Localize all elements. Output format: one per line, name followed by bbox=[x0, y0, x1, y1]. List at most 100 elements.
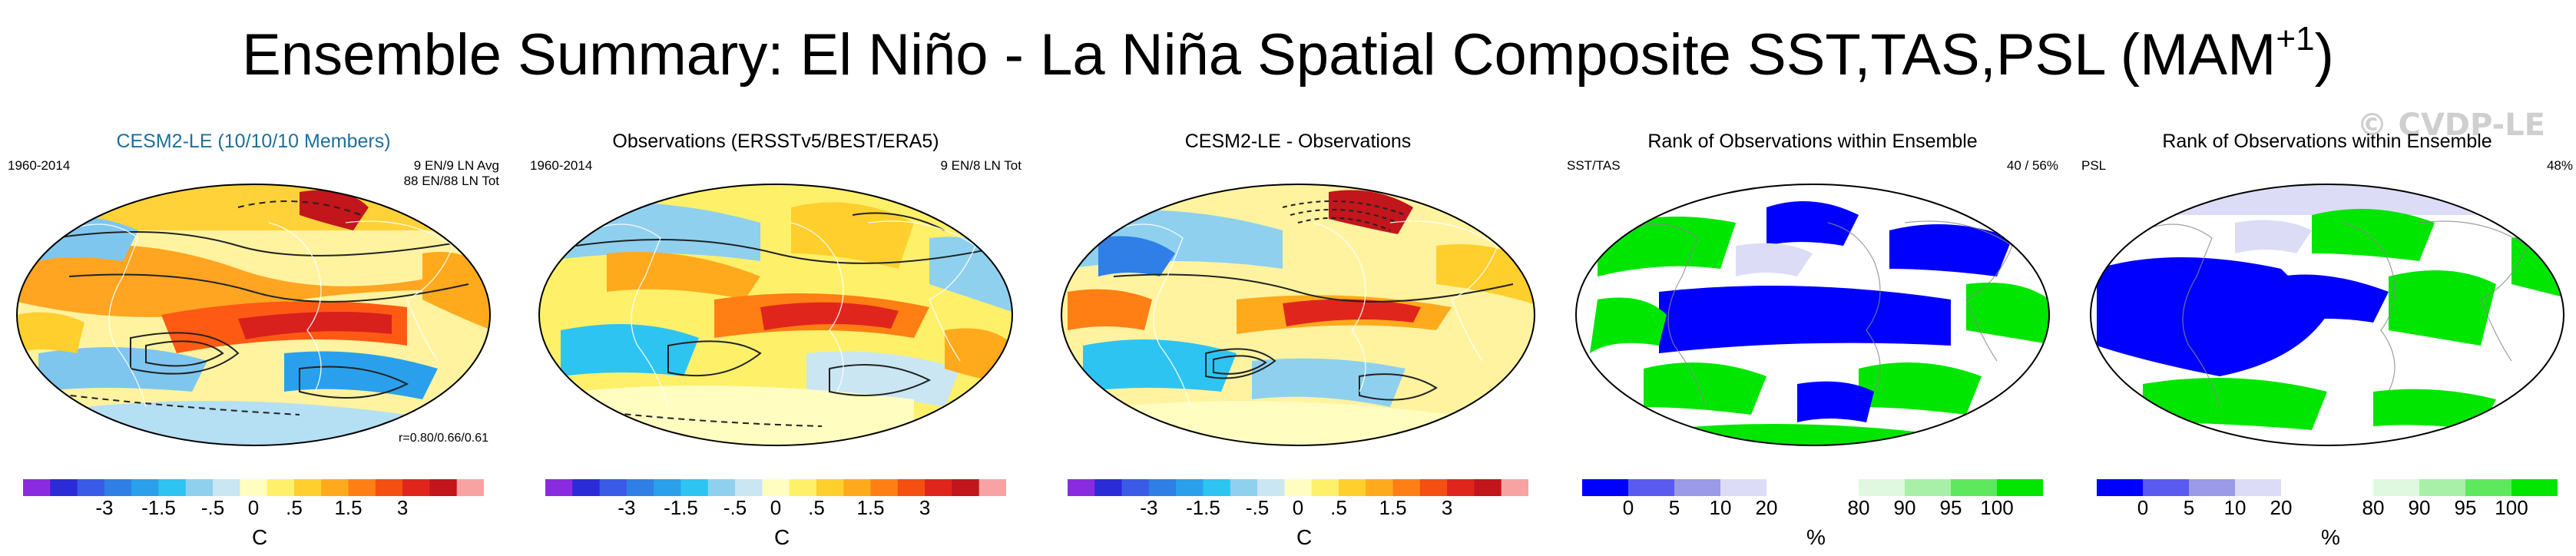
panel-cesm2-le: CESM2-LE (10/10/10 Members) 1960-2014 9 … bbox=[8, 131, 499, 549]
colorbar-swatch bbox=[978, 479, 1006, 496]
title-superscript: +1 bbox=[2276, 19, 2315, 58]
colorbar-swatches bbox=[1068, 479, 1528, 496]
member-info: 9 EN/9 LN Avg 88 EN/88 LN Tot bbox=[404, 158, 499, 189]
colorbar-swatch bbox=[952, 479, 980, 496]
member-tot: 88 EN/88 LN Tot bbox=[403, 174, 499, 188]
colorbar-labels: 0 5 10 20 80 90 95 100 bbox=[1582, 496, 2043, 522]
colorbar-tick-label: -3 bbox=[1140, 496, 1158, 519]
colorbar-tick-label: .5 bbox=[286, 496, 303, 519]
colorbar-unit: C bbox=[774, 525, 790, 549]
colorbar-swatch bbox=[1284, 479, 1313, 496]
colorbar-swatch bbox=[456, 479, 484, 496]
colorbar-swatch bbox=[545, 479, 573, 496]
colorbar-swatch bbox=[843, 479, 872, 496]
colorbar-swatches bbox=[23, 479, 484, 496]
panel-difference: CESM2-LE - Observations bbox=[1052, 131, 1544, 549]
colorbar-swatches bbox=[1582, 479, 2043, 496]
colorbar-swatch bbox=[1366, 479, 1394, 496]
colorbar-tick-label: -1.5 bbox=[141, 496, 176, 519]
colorbar-swatch bbox=[1674, 479, 1721, 496]
colorbar-labels: -3 -1.5 -.5 0 .5 1.5 3 bbox=[1068, 496, 1528, 522]
colorbar-tick-label: 0 bbox=[770, 496, 782, 519]
panel-observations: Observations (ERSSTv5/BEST/ERA5) 1960-20… bbox=[530, 131, 1021, 549]
colorbar-swatch bbox=[654, 479, 681, 496]
colorbar-swatch bbox=[158, 479, 187, 496]
figure-title: Ensemble Summary: El Niño - La Niña Spat… bbox=[0, 19, 2576, 88]
colorbar-swatch bbox=[293, 479, 322, 496]
colorbar-swatch bbox=[762, 479, 790, 496]
colorbar-tick-label: 5 bbox=[1668, 496, 1680, 519]
colorbar-swatch bbox=[925, 479, 952, 496]
colorbar-tick-label: 10 bbox=[2223, 496, 2247, 519]
colorbar-tick-label: 1.5 bbox=[856, 496, 885, 519]
colorbar-swatch bbox=[402, 479, 430, 496]
rank-map bbox=[2090, 184, 2564, 446]
colorbar-swatches bbox=[2097, 479, 2558, 496]
colorbar-tick-label: -.5 bbox=[1245, 496, 1270, 519]
colorbar-labels: 0 5 10 20 80 90 95 100 bbox=[2097, 496, 2558, 522]
colorbar-tick-label: 80 bbox=[1847, 496, 1870, 519]
colorbar-swatch bbox=[816, 479, 844, 496]
colorbar-swatch bbox=[240, 479, 268, 496]
colorbar-swatch bbox=[870, 479, 899, 496]
colorbar-tick-label: 20 bbox=[2270, 496, 2293, 519]
panel-title: Observations (ERSSTv5/BEST/ERA5) bbox=[612, 131, 939, 152]
colorbar-swatch bbox=[23, 479, 51, 496]
colorbar-swatch bbox=[375, 479, 403, 496]
colorbar-swatch bbox=[1447, 479, 1475, 496]
colorbar-swatch bbox=[1230, 479, 1258, 496]
colorbar-swatch bbox=[104, 479, 132, 496]
colorbar-unit: % bbox=[2321, 525, 2340, 549]
colorbar-swatch bbox=[1176, 479, 1204, 496]
rank-percent-value: 40 / 56% bbox=[2006, 158, 2058, 173]
period-label: 1960-2014 bbox=[8, 158, 71, 173]
colorbar-swatch bbox=[1419, 479, 1448, 496]
colorbar-swatch bbox=[2373, 479, 2420, 496]
member-avg: 9 EN/9 LN Avg bbox=[413, 158, 499, 173]
panel-rank-psl: Rank of Observations within Ensemble PSL… bbox=[2081, 131, 2573, 549]
colorbar-tick-label: -3 bbox=[618, 496, 636, 519]
correlation-label: r=0.80/0.66/0.61 bbox=[399, 432, 488, 445]
colorbar-swatch bbox=[1257, 479, 1285, 496]
colorbar-tick-label: 0 bbox=[2137, 496, 2149, 519]
variable-label: PSL bbox=[2081, 158, 2107, 173]
colorbar-unit: C bbox=[252, 525, 268, 549]
colorbar bbox=[2097, 479, 2558, 496]
colorbar-tick-label: 3 bbox=[919, 496, 931, 519]
colorbar bbox=[1068, 479, 1528, 496]
colorbar-swatch bbox=[2143, 479, 2190, 496]
colorbar-swatch bbox=[1766, 479, 1813, 496]
colorbar-swatch bbox=[185, 479, 214, 496]
panel-title: Rank of Observations within Ensemble bbox=[2162, 131, 2492, 152]
title-text: Ensemble Summary: El Niño - La Niña Spat… bbox=[242, 22, 2276, 88]
colorbar-swatch bbox=[1720, 479, 1767, 496]
colorbar-swatch bbox=[1068, 479, 1095, 496]
colorbar-swatch bbox=[2511, 479, 2558, 496]
colorbar-swatch bbox=[735, 479, 763, 496]
colorbar-swatch bbox=[1813, 479, 1859, 496]
panel-title: CESM2-LE (10/10/10 Members) bbox=[116, 131, 391, 152]
rank-map bbox=[1575, 184, 2050, 446]
colorbar-tick-label: 3 bbox=[396, 496, 409, 519]
member-tot: 9 EN/8 LN Tot bbox=[940, 158, 1021, 173]
colorbar-tick-label: 100 bbox=[2495, 496, 2528, 519]
colorbar-swatch bbox=[348, 479, 376, 496]
colorbar-tick-label: 80 bbox=[2362, 496, 2385, 519]
colorbar-tick-label: -1.5 bbox=[1186, 496, 1220, 519]
colorbar-labels: -3 -1.5 -.5 0 .5 1.5 3 bbox=[23, 496, 484, 522]
variable-label: SST/TAS bbox=[1567, 158, 1621, 173]
panel-rank-sst-tas: Rank of Observations within Ensemble SST… bbox=[1567, 131, 2058, 549]
colorbar bbox=[23, 479, 484, 496]
anomaly-map bbox=[16, 184, 491, 446]
colorbar-unit: % bbox=[1806, 525, 1826, 549]
colorbar-swatch bbox=[321, 479, 349, 496]
colorbar-tick-label: 1.5 bbox=[1379, 496, 1407, 519]
period-label: 1960-2014 bbox=[530, 158, 593, 173]
anomaly-map bbox=[538, 184, 1013, 446]
colorbar-swatch bbox=[789, 479, 817, 496]
colorbar-swatch bbox=[267, 479, 295, 496]
colorbar-tick-label: 0 bbox=[1622, 496, 1634, 519]
colorbar-tick-label: .5 bbox=[808, 496, 825, 519]
colorbar-swatch bbox=[897, 479, 925, 496]
colorbar-swatch bbox=[1951, 479, 1998, 496]
